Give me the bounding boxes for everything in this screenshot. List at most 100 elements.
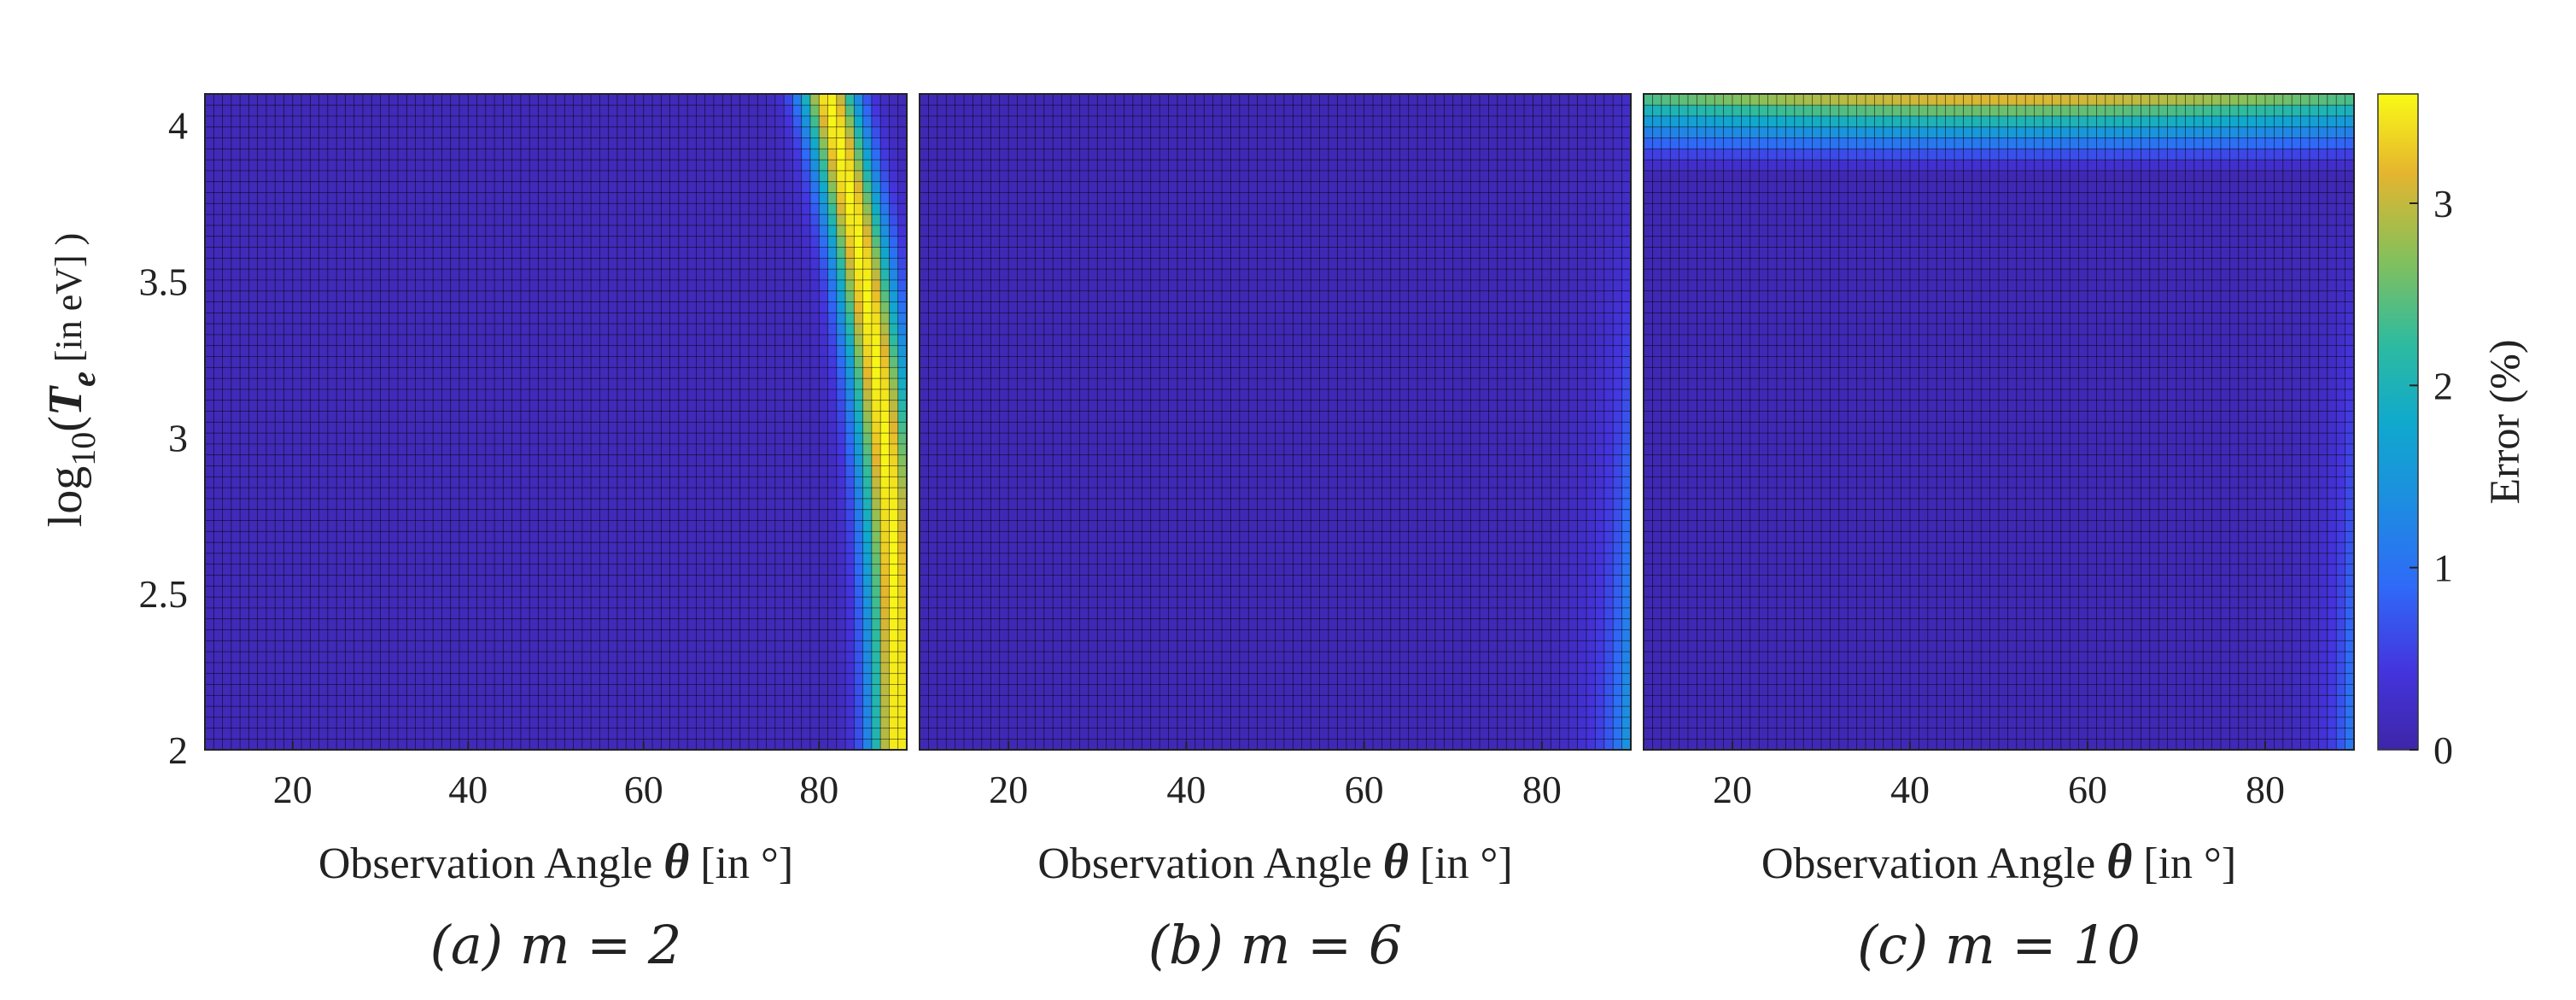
heatmap-cell bbox=[239, 530, 250, 543]
heatmap-cell bbox=[599, 683, 610, 696]
heatmap-cell bbox=[432, 268, 443, 281]
heatmap-cell bbox=[441, 498, 452, 511]
heatmap-cell bbox=[599, 553, 610, 565]
heatmap-cell bbox=[538, 344, 548, 357]
heatmap-cell bbox=[696, 553, 706, 565]
heatmap-cell bbox=[301, 257, 311, 270]
heatmap-cell bbox=[476, 421, 487, 434]
heatmap-cell bbox=[353, 268, 364, 281]
heatmap-cell bbox=[388, 519, 399, 532]
heatmap-cell bbox=[766, 498, 776, 511]
heatmap-cell bbox=[397, 705, 408, 718]
heatmap-cell bbox=[397, 476, 408, 488]
heatmap-cell bbox=[336, 246, 347, 259]
heatmap-cell bbox=[836, 640, 846, 652]
heatmap-cell bbox=[406, 629, 417, 641]
heatmap-cell bbox=[415, 530, 425, 543]
heatmap-cell bbox=[774, 640, 785, 652]
heatmap-cell bbox=[792, 509, 803, 521]
heatmap-cell bbox=[801, 640, 811, 652]
heatmap-cell bbox=[1461, 738, 1472, 751]
heatmap-cell bbox=[766, 476, 776, 488]
heatmap-cell bbox=[836, 662, 846, 675]
heatmap-cell bbox=[388, 476, 399, 488]
heatmap-cell bbox=[441, 465, 452, 477]
heatmap-cell bbox=[450, 137, 460, 149]
heatmap-cell bbox=[818, 191, 829, 204]
heatmap-cell bbox=[608, 344, 618, 357]
heatmap-cell bbox=[818, 355, 829, 368]
heatmap-cell bbox=[388, 389, 399, 401]
heatmap-cell bbox=[696, 618, 706, 630]
heatmap-cell bbox=[529, 104, 540, 117]
heatmap-cell bbox=[879, 170, 891, 183]
heatmap-cell bbox=[362, 334, 372, 347]
heatmap-cell bbox=[380, 476, 390, 488]
heatmap-cell bbox=[721, 225, 733, 237]
heatmap-cell bbox=[634, 476, 645, 488]
heatmap-cell bbox=[897, 498, 908, 511]
heatmap-cell bbox=[871, 421, 881, 434]
heatmap-cell bbox=[756, 289, 768, 302]
heatmap-cell bbox=[248, 213, 259, 226]
heatmap-cell bbox=[204, 410, 214, 423]
heatmap-cell bbox=[502, 443, 513, 456]
heatmap-cell bbox=[608, 651, 618, 664]
heatmap-cell bbox=[450, 509, 460, 521]
heatmap-cell bbox=[853, 202, 864, 215]
heatmap-cell bbox=[669, 509, 680, 521]
heatmap-cell bbox=[643, 519, 653, 532]
heatmap-cell bbox=[739, 476, 750, 488]
heatmap-cell bbox=[406, 301, 417, 313]
heatmap-cell bbox=[616, 366, 627, 379]
heatmap-cell bbox=[651, 334, 663, 347]
heatmap-cell bbox=[581, 366, 592, 379]
heatmap-cell bbox=[213, 334, 224, 347]
heatmap-cell bbox=[739, 651, 750, 664]
heatmap-cell bbox=[590, 662, 601, 675]
heatmap-cell bbox=[231, 607, 241, 620]
heatmap-cell bbox=[520, 564, 530, 576]
heatmap-cell bbox=[871, 738, 881, 751]
heatmap-cell bbox=[459, 432, 469, 445]
heatmap-cell bbox=[809, 377, 820, 390]
heatmap-cell bbox=[897, 465, 908, 477]
heatmap-cell bbox=[397, 93, 408, 106]
heatmap-cell bbox=[792, 432, 803, 445]
heatmap-cell bbox=[520, 93, 530, 106]
heatmap-cell bbox=[309, 541, 320, 554]
heatmap-cell bbox=[406, 530, 417, 543]
heatmap-cell bbox=[318, 389, 329, 401]
heatmap-cell bbox=[836, 673, 846, 685]
heatmap-cell bbox=[836, 498, 846, 511]
heatmap-cell bbox=[871, 399, 881, 412]
heatmap-cell bbox=[362, 651, 372, 664]
heatmap-cell bbox=[353, 366, 364, 379]
heatmap-cell bbox=[721, 180, 733, 193]
heatmap-cell bbox=[432, 564, 443, 576]
heatmap-cell bbox=[704, 279, 715, 292]
heatmap-cell bbox=[783, 541, 794, 554]
heatmap-cell bbox=[739, 519, 750, 532]
heatmap-cell bbox=[415, 104, 425, 117]
heatmap-cell bbox=[397, 366, 408, 379]
heatmap-cell bbox=[897, 170, 908, 183]
heatmap-cell bbox=[871, 126, 881, 138]
heatmap-cell bbox=[783, 476, 794, 488]
heatmap-cell bbox=[853, 574, 864, 587]
heatmap-cell bbox=[973, 738, 983, 751]
heatmap-cell bbox=[774, 705, 785, 718]
heatmap-cell bbox=[678, 541, 688, 554]
heatmap-cell bbox=[879, 651, 891, 664]
heatmap-cell bbox=[213, 225, 224, 237]
heatmap-cell bbox=[599, 279, 610, 292]
heatmap-cell bbox=[432, 443, 443, 456]
heatmap-cell bbox=[336, 377, 347, 390]
heatmap-cell bbox=[494, 607, 505, 620]
heatmap-cell bbox=[494, 126, 505, 138]
heatmap-cell bbox=[204, 432, 214, 445]
heatmap-cell bbox=[423, 421, 434, 434]
heatmap-cell bbox=[599, 159, 610, 172]
heatmap-cell bbox=[546, 355, 557, 368]
heatmap-cell bbox=[774, 126, 785, 138]
